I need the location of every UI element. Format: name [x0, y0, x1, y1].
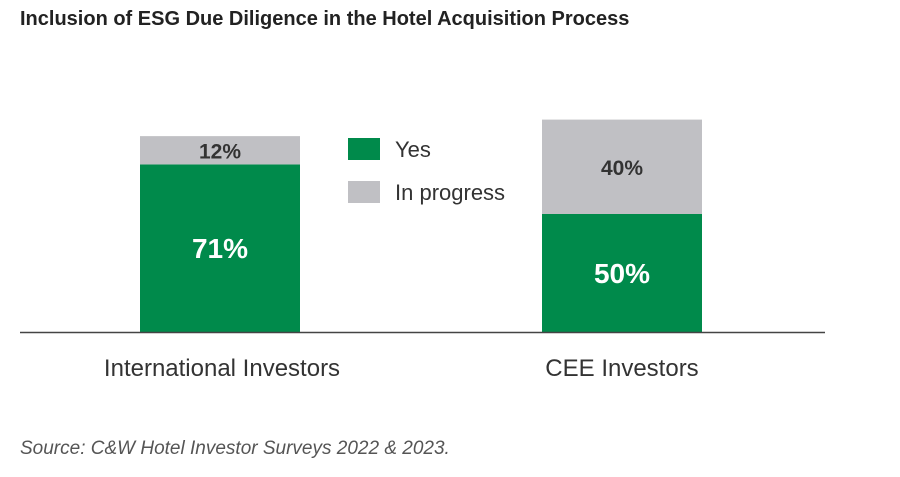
legend-swatch: [348, 181, 380, 203]
bar-in-progress: [140, 136, 300, 165]
bar-yes: [542, 214, 702, 332]
bar-yes: [140, 164, 300, 332]
legend-swatch: [348, 138, 380, 160]
data-label: 40%: [601, 157, 643, 180]
source-note: Source: C&W Hotel Investor Surveys 2022 …: [20, 438, 450, 459]
x-tick-label: International Investors: [104, 355, 340, 382]
bar-in-progress: [542, 119, 702, 214]
data-label: 50%: [594, 258, 650, 289]
chart-title: Inclusion of ESG Due Diligence in the Ho…: [20, 8, 630, 30]
x-tick-label: CEE Investors: [545, 355, 698, 382]
data-label: 71%: [192, 233, 248, 264]
legend-label: In progress: [395, 180, 505, 205]
data-label: 12%: [199, 140, 241, 163]
legend-label: Yes: [395, 137, 431, 162]
